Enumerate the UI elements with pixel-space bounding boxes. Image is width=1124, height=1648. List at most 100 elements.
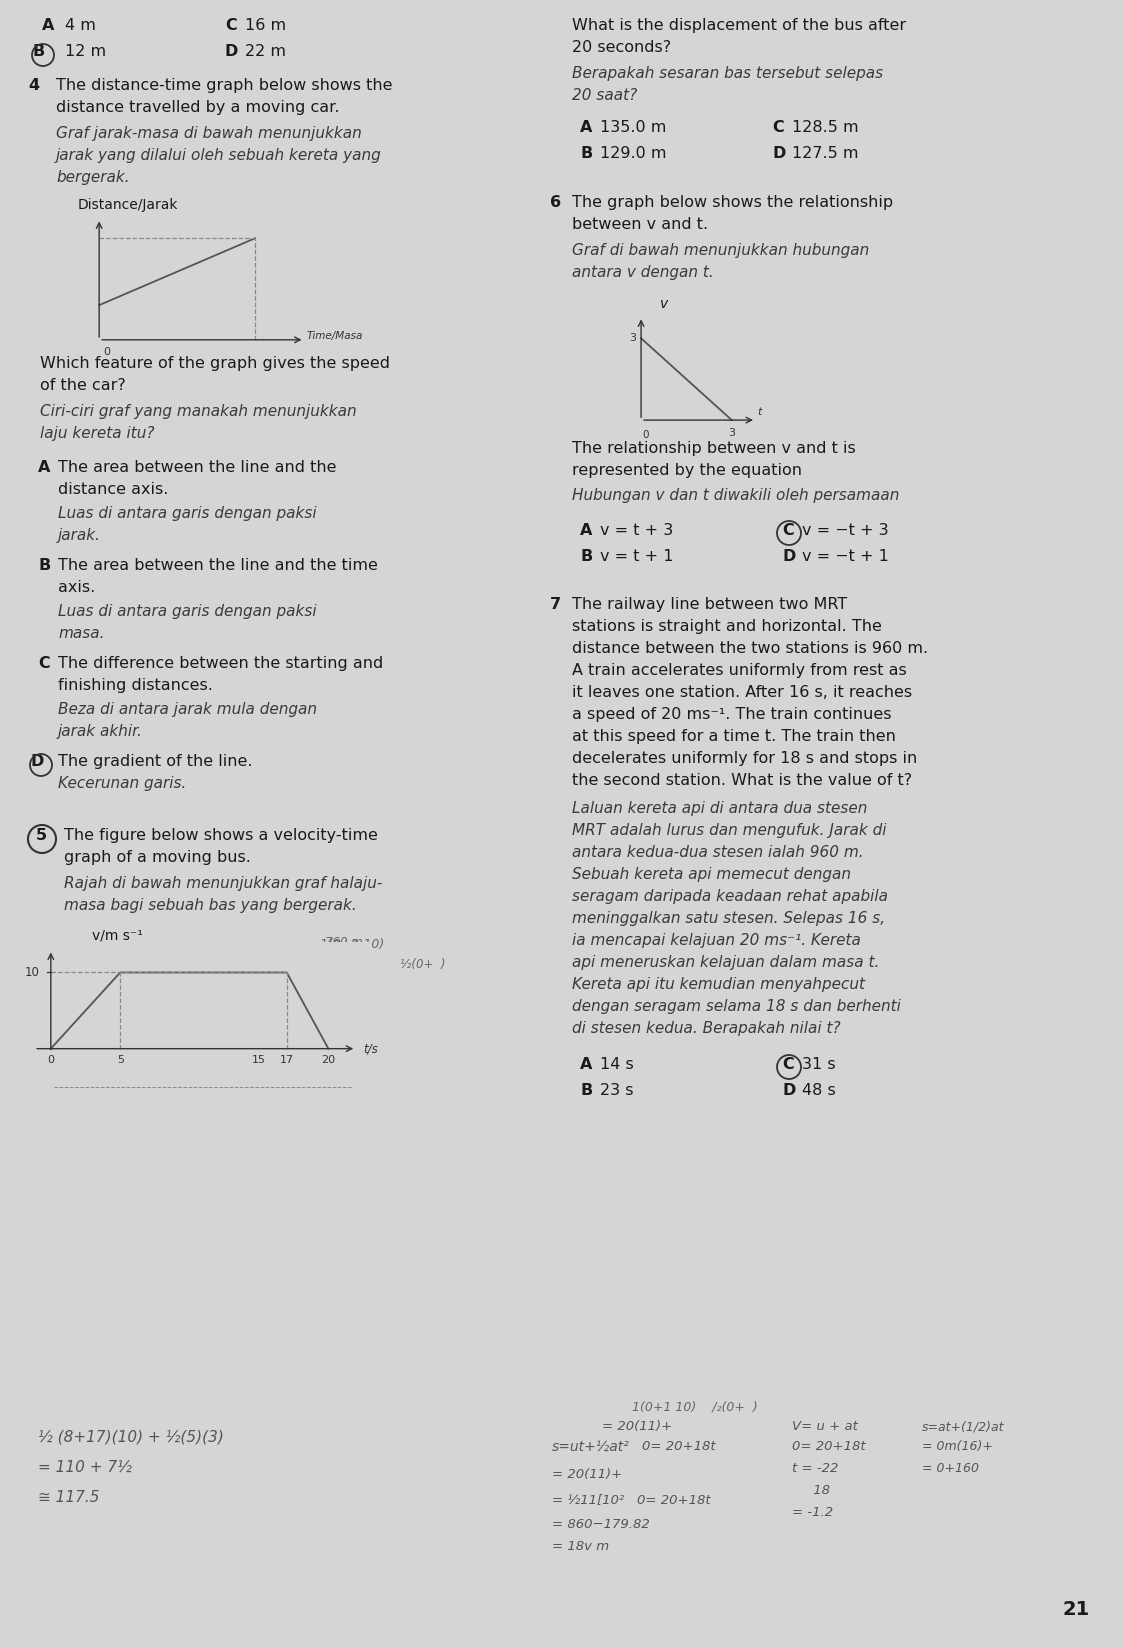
Text: A: A [580, 1056, 592, 1071]
Text: finishing distances.: finishing distances. [58, 677, 212, 694]
Text: 20 saat?: 20 saat? [572, 87, 637, 104]
Text: 0= 20+18t: 0= 20+18t [642, 1440, 716, 1454]
Text: 12 m: 12 m [65, 44, 106, 59]
Text: 129.0 m: 129.0 m [600, 147, 667, 162]
Text: 15: 15 [252, 1055, 266, 1065]
Text: 135.0 m: 135.0 m [600, 120, 667, 135]
Text: A: A [580, 120, 592, 135]
Text: Berapakah sesaran bas tersebut selepas: Berapakah sesaran bas tersebut selepas [572, 66, 883, 81]
Text: distance axis.: distance axis. [58, 481, 169, 498]
Text: 20 seconds?: 20 seconds? [572, 40, 671, 54]
Text: ≅ 117.5: ≅ 117.5 [38, 1490, 100, 1505]
Text: 20: 20 [321, 1055, 335, 1065]
Text: 48 s: 48 s [803, 1083, 836, 1098]
Text: api meneruskan kelajuan dalam masa t.: api meneruskan kelajuan dalam masa t. [572, 954, 879, 971]
Text: The railway line between two MRT: The railway line between two MRT [572, 597, 847, 611]
Text: C: C [225, 18, 237, 33]
Text: D: D [782, 1083, 796, 1098]
Text: s=ut+½at²: s=ut+½at² [552, 1440, 629, 1454]
Text: distance travelled by a moving car.: distance travelled by a moving car. [56, 101, 339, 115]
Text: A: A [38, 460, 51, 475]
Text: Time/Masa: Time/Masa [307, 331, 363, 341]
Text: 21: 21 [1063, 1600, 1090, 1618]
Text: stations is straight and horizontal. The: stations is straight and horizontal. The [572, 620, 882, 634]
Text: meninggalkan satu stesen. Selepas 16 s,: meninggalkan satu stesen. Selepas 16 s, [572, 911, 885, 926]
Text: 14 s: 14 s [600, 1056, 634, 1071]
Text: jarak.: jarak. [58, 527, 101, 542]
Text: di stesen kedua. Berapakah nilai t?: di stesen kedua. Berapakah nilai t? [572, 1022, 841, 1037]
Text: 22 m: 22 m [245, 44, 285, 59]
Text: C: C [782, 1056, 794, 1071]
Text: seragam daripada keadaan rehat apabila: seragam daripada keadaan rehat apabila [572, 888, 888, 905]
Text: jarak yang dilalui oleh sebuah kereta yang: jarak yang dilalui oleh sebuah kereta ya… [56, 148, 382, 163]
Text: 7: 7 [550, 597, 561, 611]
Text: 1(0+1 10)    /₂(0+  ): 1(0+1 10) /₂(0+ ) [632, 1401, 758, 1412]
Text: B: B [38, 559, 51, 574]
Text: Luas di antara garis dengan paksi: Luas di antara garis dengan paksi [58, 605, 317, 620]
Text: 460-: 460- [320, 977, 346, 990]
Text: 160 m: 160 m [320, 1017, 357, 1028]
Text: v = t + 1: v = t + 1 [600, 549, 673, 564]
Text: 4: 4 [28, 77, 39, 92]
Text: antara v dengan t.: antara v dengan t. [572, 265, 714, 280]
Text: 5: 5 [117, 1055, 124, 1065]
Text: it leaves one station. After 16 s, it reaches: it leaves one station. After 16 s, it re… [572, 686, 912, 700]
Text: 4 m: 4 m [65, 18, 96, 33]
Text: The graph below shows the relationship: The graph below shows the relationship [572, 194, 894, 209]
Text: The relationship between v and t is: The relationship between v and t is [572, 442, 855, 456]
Text: graph of a moving bus.: graph of a moving bus. [64, 850, 251, 865]
Text: at this speed for a time t. The train then: at this speed for a time t. The train th… [572, 728, 896, 743]
Text: Graf di bawah menunjukkan hubungan: Graf di bawah menunjukkan hubungan [572, 242, 869, 259]
Text: decelerates uniformly for 18 s and stops in: decelerates uniformly for 18 s and stops… [572, 751, 917, 766]
Text: 3: 3 [728, 428, 735, 438]
Text: B: B [580, 1083, 592, 1098]
Text: The area between the line and the time: The area between the line and the time [58, 559, 378, 574]
Text: 6: 6 [550, 194, 561, 209]
Text: 0= 20+18t: 0= 20+18t [792, 1440, 865, 1454]
Text: 300: 300 [320, 995, 343, 1009]
Text: = 110 + 7½: = 110 + 7½ [38, 1460, 132, 1475]
Text: 1(0+1 10): 1(0+1 10) [320, 938, 384, 951]
Text: = 0+160: = 0+160 [922, 1462, 979, 1475]
Text: of the car?: of the car? [40, 377, 126, 392]
Text: Rajah di bawah menunjukkan graf halaju-: Rajah di bawah menunjukkan graf halaju- [64, 877, 382, 892]
Text: Luas di antara garis dengan paksi: Luas di antara garis dengan paksi [58, 506, 317, 521]
Text: antara kedua-dua stesen ialah 960 m.: antara kedua-dua stesen ialah 960 m. [572, 845, 863, 860]
Text: v: v [660, 297, 669, 311]
Text: = ½11[10²   0= 20+18t: = ½11[10² 0= 20+18t [552, 1493, 710, 1506]
Text: = 18v m: = 18v m [552, 1539, 609, 1552]
Text: C: C [782, 522, 794, 537]
Text: jarak akhir.: jarak akhir. [58, 723, 143, 738]
Text: Laluan kereta api di antara dua stesen: Laluan kereta api di antara dua stesen [572, 801, 868, 816]
Text: 3: 3 [629, 333, 636, 343]
Text: v/m s⁻¹: v/m s⁻¹ [92, 928, 143, 943]
Text: masa bagi sebuah bas yang bergerak.: masa bagi sebuah bas yang bergerak. [64, 898, 356, 913]
Text: D: D [772, 147, 786, 162]
Text: v = −t + 1: v = −t + 1 [803, 549, 889, 564]
Text: axis.: axis. [58, 580, 96, 595]
Text: = 20(11)+: = 20(11)+ [602, 1421, 672, 1434]
Text: v = t + 3: v = t + 3 [600, 522, 673, 537]
Text: the second station. What is the value of t?: the second station. What is the value of… [572, 773, 912, 788]
Text: D: D [782, 549, 796, 564]
Text: masa.: masa. [58, 626, 105, 641]
Text: 16 m: 16 m [245, 18, 287, 33]
Text: Ciri-ciri graf yang manakah menunjukkan: Ciri-ciri graf yang manakah menunjukkan [40, 404, 356, 419]
Text: 17: 17 [280, 1055, 293, 1065]
Text: = 860−179.82: = 860−179.82 [552, 1518, 650, 1531]
Text: t: t [758, 407, 762, 417]
Text: 127.5 m: 127.5 m [792, 147, 859, 162]
Text: A train accelerates uniformly from rest as: A train accelerates uniformly from rest … [572, 662, 907, 677]
Text: ½ (8+17)(10) + ½(5)(3): ½ (8+17)(10) + ½(5)(3) [38, 1430, 224, 1445]
Text: Which feature of the graph gives the speed: Which feature of the graph gives the spe… [40, 356, 390, 371]
Text: The distance-time graph below shows the: The distance-time graph below shows the [56, 77, 392, 92]
Text: The figure below shows a velocity-time: The figure below shows a velocity-time [64, 827, 378, 844]
Text: 10: 10 [25, 966, 39, 979]
Text: 23 s: 23 s [600, 1083, 634, 1098]
Text: B: B [580, 549, 592, 564]
Text: V= u + at: V= u + at [792, 1421, 858, 1434]
Text: 31 s: 31 s [803, 1056, 835, 1071]
Text: 0: 0 [47, 1055, 54, 1065]
Text: The area between the line and the: The area between the line and the [58, 460, 336, 475]
Text: Distance/Jarak: Distance/Jarak [78, 198, 179, 213]
